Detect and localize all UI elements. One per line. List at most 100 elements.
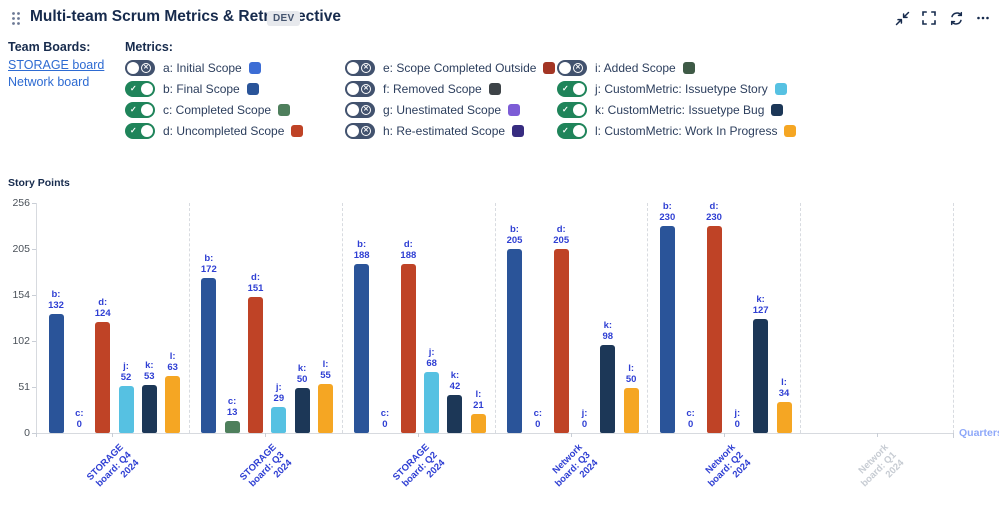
toggle-knob xyxy=(573,125,585,137)
metric-toggle-b[interactable]: ✓ xyxy=(125,81,155,97)
metric-toggle-i[interactable]: ✕ xyxy=(557,60,587,76)
metric-color-swatch-j xyxy=(774,83,787,95)
metric-row-b: ✓ b: Final Scope xyxy=(125,81,345,97)
bar-value-label: l: 21 xyxy=(473,389,484,412)
more-icon[interactable] xyxy=(975,10,991,26)
metric-row-i: ✕ i: Added Scope xyxy=(557,60,796,76)
metric-label-j: j: CustomMetric: Issuetype Story xyxy=(595,82,768,96)
metric-toggle-g[interactable]: ✕ xyxy=(345,102,375,118)
bar-b[interactable] xyxy=(48,314,64,433)
bar-value-label: k: 53 xyxy=(144,360,155,383)
metric-toggle-h[interactable]: ✕ xyxy=(345,123,375,139)
bar-k[interactable] xyxy=(600,344,616,433)
bar-j[interactable] xyxy=(424,371,440,433)
bar-c[interactable] xyxy=(224,421,240,433)
y-tick-label: 205 xyxy=(12,242,30,255)
cross-icon: ✕ xyxy=(361,126,371,136)
metric-label-l: l: CustomMetric: Work In Progress xyxy=(595,124,778,138)
board-link-storage[interactable]: STORAGE board xyxy=(8,58,105,72)
metric-label-i: i: Added Scope xyxy=(595,61,676,75)
metric-toggle-l[interactable]: ✓ xyxy=(557,123,587,139)
check-icon: ✓ xyxy=(130,84,137,93)
x-axis-end-tick xyxy=(953,433,954,438)
metric-row-d: ✓ d: Uncompleted Scope xyxy=(125,123,345,139)
bar-j[interactable] xyxy=(118,386,134,433)
check-icon: ✓ xyxy=(562,84,569,93)
y-tick-label: 256 xyxy=(12,197,30,209)
cross-icon: ✕ xyxy=(361,63,371,73)
bar-b[interactable] xyxy=(659,226,675,433)
cross-icon: ✕ xyxy=(141,63,151,73)
x-tick-mark xyxy=(265,433,267,437)
bar-value-label: d: 188 xyxy=(400,239,417,262)
metric-toggle-e[interactable]: ✕ xyxy=(345,60,375,76)
bar-k[interactable] xyxy=(294,388,310,433)
bar-l[interactable] xyxy=(623,388,639,433)
bar-k[interactable] xyxy=(141,385,157,433)
bar-value-label: j: 68 xyxy=(426,346,437,369)
gadget-header: Multi-team Scrum Metrics & Retrospective… xyxy=(0,0,999,36)
bar-value-label: l: 55 xyxy=(320,358,331,381)
y-tick-mark xyxy=(32,203,36,204)
bar-value-label: k: 98 xyxy=(602,319,614,342)
metric-row-h: ✕ h: Re-estimated Scope xyxy=(345,123,557,139)
y-tick-label: 51 xyxy=(18,381,30,394)
bar-value-label: d: 124 xyxy=(94,296,111,319)
board-link-network[interactable]: Network board xyxy=(8,75,90,89)
cross-icon: ✕ xyxy=(361,84,371,94)
bar-b[interactable] xyxy=(507,248,522,433)
y-tick-mark xyxy=(32,387,36,389)
y-axis-line xyxy=(36,203,37,433)
fullscreen-icon[interactable] xyxy=(921,10,937,26)
toggle-knob xyxy=(141,83,153,95)
drag-grip-icon[interactable] xyxy=(11,11,21,26)
metric-label-b: b: Final Scope xyxy=(163,82,240,96)
x-axis-line xyxy=(32,433,954,434)
bar-l[interactable] xyxy=(470,414,486,433)
group-separator xyxy=(953,203,954,433)
check-icon: ✓ xyxy=(562,105,569,114)
x-category-label: Network board: Q1 2024 xyxy=(856,442,906,490)
bar-d[interactable] xyxy=(95,321,111,433)
bar-d[interactable] xyxy=(400,264,416,433)
bar-l[interactable] xyxy=(776,402,792,433)
metrics-grid: ✕ a: Initial Scope ✓ b: Final Scope ✓ c: Comp… xyxy=(125,60,797,139)
header-actions xyxy=(894,10,991,26)
bar-value-label: j: 52 xyxy=(120,361,132,384)
metric-row-f: ✕ f: Removed Scope xyxy=(345,81,557,97)
bar-value-label: k: 127 xyxy=(752,293,769,316)
bar-b[interactable] xyxy=(354,264,370,433)
metric-toggle-k[interactable]: ✓ xyxy=(557,102,587,118)
metric-color-swatch-h xyxy=(512,125,525,137)
bar-l[interactable] xyxy=(318,383,334,433)
bar-k[interactable] xyxy=(447,395,463,433)
metric-toggle-d[interactable]: ✓ xyxy=(125,123,155,139)
metric-toggle-f[interactable]: ✕ xyxy=(345,81,375,97)
bar-value-label: l: 50 xyxy=(625,363,637,386)
bar-j[interactable] xyxy=(271,406,287,433)
collapse-icon[interactable] xyxy=(894,10,910,26)
bar-d[interactable] xyxy=(706,226,722,433)
refresh-icon[interactable] xyxy=(948,10,964,26)
bar-l[interactable] xyxy=(165,376,181,433)
cross-icon: ✕ xyxy=(573,63,583,73)
toggle-knob xyxy=(347,104,359,116)
metric-toggle-a[interactable]: ✕ xyxy=(125,60,155,76)
x-tick-mark xyxy=(570,433,572,437)
bar-value-label: j: 0 xyxy=(581,408,588,430)
bar-value-label: b: 132 xyxy=(48,289,64,312)
x-tick-mark xyxy=(112,433,114,437)
bar-d[interactable] xyxy=(248,297,264,433)
dev-badge: DEV xyxy=(267,11,301,26)
metric-toggle-c[interactable]: ✓ xyxy=(125,102,155,118)
metrics-column-1: ✕ a: Initial Scope ✓ b: Final Scope ✓ c: Comp… xyxy=(125,60,345,139)
toggle-knob xyxy=(573,83,585,95)
bar-k[interactable] xyxy=(753,318,769,433)
metric-row-k: ✓ k: CustomMetric: Issuetype Bug xyxy=(557,102,796,118)
y-tick-mark xyxy=(32,341,36,343)
metric-row-a: ✕ a: Initial Scope xyxy=(125,60,345,76)
x-tick-mark xyxy=(876,433,878,437)
bar-b[interactable] xyxy=(201,278,217,433)
bar-d[interactable] xyxy=(553,248,569,433)
metric-toggle-j[interactable]: ✓ xyxy=(557,81,587,97)
